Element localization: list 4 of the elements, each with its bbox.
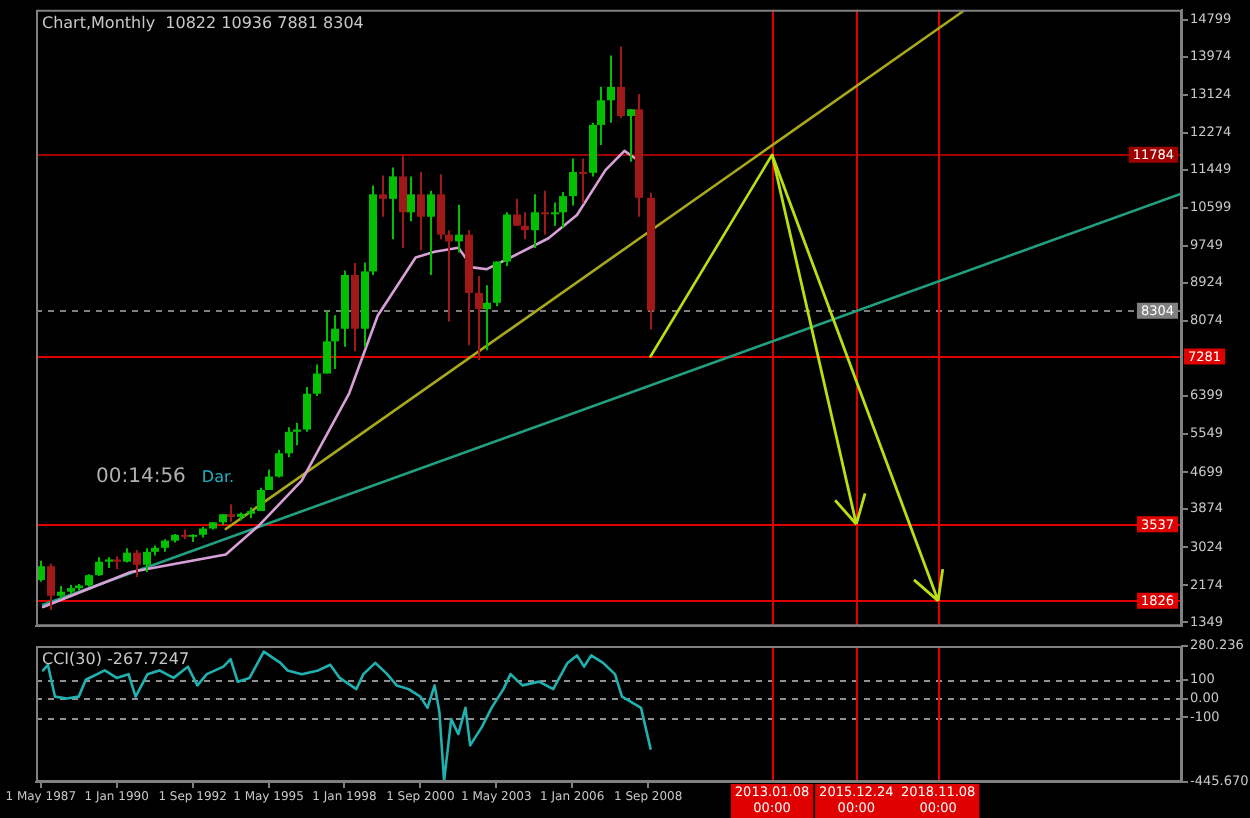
chart-title: Chart,Monthly 10822 10936 7881 8304: [42, 13, 364, 32]
chart-title: CCI(30) -267.7247: [42, 650, 190, 668]
annotation: Dar.: [201, 468, 235, 487]
annotation: 00:14:56: [96, 466, 186, 489]
